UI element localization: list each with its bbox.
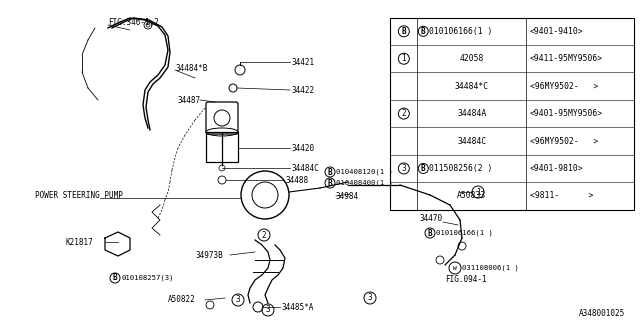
Text: <9411-95MY9506>: <9411-95MY9506> <box>530 54 604 63</box>
Text: A50833: A50833 <box>457 191 486 200</box>
Text: B: B <box>113 274 117 283</box>
Text: 1: 1 <box>476 188 480 196</box>
Text: 3: 3 <box>236 295 240 305</box>
Text: A348001025: A348001025 <box>579 309 625 318</box>
Text: <96MY9502-   >: <96MY9502- > <box>530 137 598 146</box>
Text: K21817: K21817 <box>65 237 93 246</box>
Bar <box>206 132 238 162</box>
Text: 010408120(1 ): 010408120(1 ) <box>336 169 393 175</box>
Text: <9401-95MY9506>: <9401-95MY9506> <box>530 109 604 118</box>
Text: W: W <box>453 266 457 270</box>
Text: 34984: 34984 <box>336 191 359 201</box>
Text: <9401-9810>: <9401-9810> <box>530 164 584 173</box>
Text: POWER STEERING PUMP: POWER STEERING PUMP <box>35 190 123 199</box>
Text: 34420: 34420 <box>292 143 315 153</box>
Text: 3: 3 <box>368 293 372 302</box>
Text: 031108006(1 ): 031108006(1 ) <box>462 265 519 271</box>
Text: 3: 3 <box>401 164 406 173</box>
Bar <box>390 18 634 210</box>
Text: 010106166(1 ): 010106166(1 ) <box>436 230 493 236</box>
Text: 011508256(2 ): 011508256(2 ) <box>429 164 493 173</box>
Text: 2: 2 <box>401 109 406 118</box>
Text: 3: 3 <box>266 306 270 315</box>
Text: B: B <box>401 27 406 36</box>
Text: A50822: A50822 <box>168 295 196 305</box>
Text: FIG.346-1,2: FIG.346-1,2 <box>108 18 159 27</box>
Text: 010408400(1 ): 010408400(1 ) <box>336 180 393 186</box>
Text: <9811-      >: <9811- > <box>530 191 593 200</box>
Text: 34421: 34421 <box>292 58 315 67</box>
Text: B: B <box>428 228 432 237</box>
Text: 34485*A: 34485*A <box>282 302 314 311</box>
Text: 010108257(3): 010108257(3) <box>121 275 173 281</box>
Text: 34484C: 34484C <box>457 137 486 146</box>
Text: B: B <box>421 27 426 36</box>
Text: 34484*C: 34484*C <box>454 82 489 91</box>
Text: 2: 2 <box>262 230 266 239</box>
Text: 34488: 34488 <box>285 175 308 185</box>
Text: 010106166(1 ): 010106166(1 ) <box>429 27 493 36</box>
Text: 34484A: 34484A <box>457 109 486 118</box>
Text: 34484C: 34484C <box>292 164 320 172</box>
Text: FIG.094-1: FIG.094-1 <box>445 276 486 284</box>
Text: 34484*B: 34484*B <box>175 63 207 73</box>
Text: 34487: 34487 <box>178 95 201 105</box>
Text: 34470: 34470 <box>420 213 443 222</box>
Text: <9401-9410>: <9401-9410> <box>530 27 584 36</box>
Text: B: B <box>328 167 332 177</box>
Text: 42058: 42058 <box>460 54 484 63</box>
Text: 34422: 34422 <box>292 85 315 94</box>
Text: B: B <box>328 179 332 188</box>
Text: 34973B: 34973B <box>195 251 223 260</box>
Text: <96MY9502-   >: <96MY9502- > <box>530 82 598 91</box>
Text: 1: 1 <box>401 54 406 63</box>
Text: B: B <box>421 164 426 173</box>
